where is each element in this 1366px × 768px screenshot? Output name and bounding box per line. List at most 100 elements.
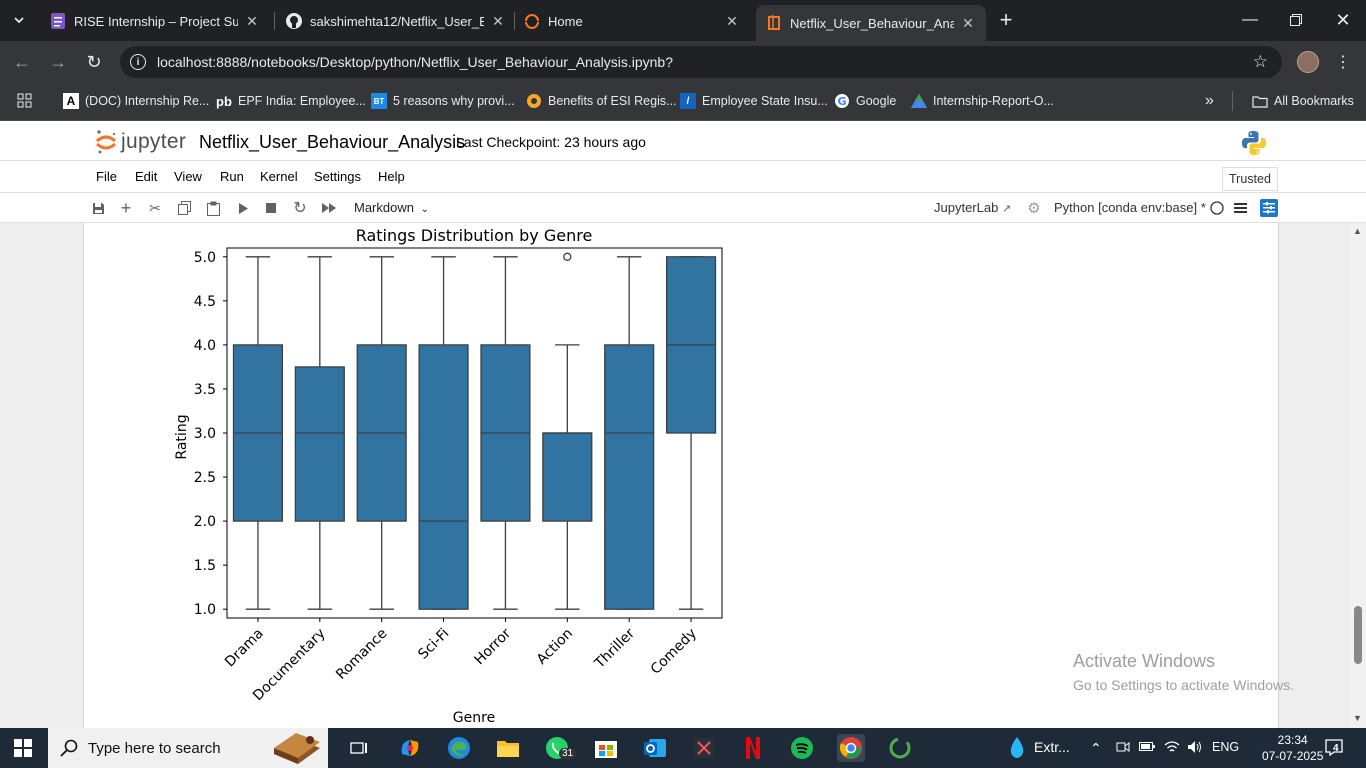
menu-edit[interactable]: Edit — [135, 169, 158, 184]
scrollbar-thumb[interactable] — [1354, 606, 1362, 664]
snipping-tool-icon[interactable] — [690, 734, 718, 762]
save-icon[interactable] — [89, 199, 107, 217]
copy-icon[interactable] — [175, 199, 193, 217]
bookmark-item[interactable]: pb EPF India: Employee... — [216, 91, 366, 111]
property-inspector-icon[interactable] — [1260, 199, 1278, 217]
add-cell-icon[interactable]: + — [120, 197, 132, 218]
google-icon: G — [834, 93, 850, 109]
clock[interactable]: 23:34 07-07-2025 — [1262, 732, 1323, 764]
menu-kernel[interactable]: Kernel — [260, 169, 298, 184]
back-icon[interactable]: ← — [13, 51, 31, 72]
loading-app-icon[interactable] — [886, 734, 914, 762]
debugger-icon[interactable]: ⚙ — [1027, 200, 1041, 217]
close-icon[interactable]: ✕ — [246, 12, 258, 29]
apps-icon[interactable] — [17, 91, 33, 111]
x-tick-label: Comedy — [648, 626, 700, 678]
clock-time: 23:34 — [1277, 733, 1308, 747]
bookmark-item[interactable]: / Employee State Insu... — [680, 91, 828, 111]
menu-view[interactable]: View — [174, 169, 202, 184]
menu-settings[interactable]: Settings — [314, 169, 361, 184]
cut-icon[interactable]: ✂ — [149, 199, 161, 216]
all-bookmarks[interactable]: All Bookmarks — [1252, 91, 1354, 111]
close-icon[interactable]: ✕ — [962, 14, 974, 31]
menu-icon[interactable]: ⋮ — [1335, 54, 1351, 71]
reload-icon[interactable]: ↻ — [86, 51, 102, 72]
volume-icon[interactable] — [1187, 740, 1203, 757]
run-icon[interactable] — [234, 199, 252, 217]
notebook-scrollbar[interactable]: ▲ ▼ — [1350, 223, 1366, 728]
edge-icon[interactable] — [445, 734, 473, 762]
task-view-icon[interactable] — [346, 734, 374, 762]
file-explorer-icon[interactable] — [494, 734, 522, 762]
show-hidden-icons[interactable]: ⌃ — [1090, 740, 1102, 756]
toc-icon[interactable] — [1231, 199, 1249, 217]
bookmark-item[interactable]: A (DOC) Internship Re... — [63, 91, 209, 111]
bookmark-item[interactable]: G Google — [834, 91, 896, 111]
close-icon[interactable]: ✕ — [492, 12, 504, 29]
chrome-icon[interactable] — [837, 734, 865, 762]
new-tab-icon[interactable]: + — [999, 7, 1013, 32]
trusted-indicator[interactable]: Trusted — [1222, 167, 1278, 191]
stop-icon[interactable] — [262, 199, 280, 217]
spotify-icon[interactable] — [788, 734, 816, 762]
taskbar-search-input[interactable]: Type here to search — [48, 728, 328, 768]
tab-github[interactable]: sakshimehta12/Netflix_User_Be ✕ — [280, 6, 512, 36]
restore-icon[interactable] — [1284, 8, 1308, 32]
cell-type-dropdown[interactable]: Markdown ⌄ — [354, 200, 429, 215]
github-icon — [286, 13, 302, 29]
more-bookmarks-icon[interactable]: » — [1205, 92, 1214, 109]
wifi-icon[interactable] — [1164, 740, 1180, 757]
tab-home[interactable]: Home ✕ — [518, 6, 746, 36]
kernel-name[interactable]: Python [conda env:base] * — [1054, 200, 1206, 215]
site-info-icon[interactable]: i — [130, 54, 146, 70]
url-input[interactable]: i localhost:8888/notebooks/Desktop/pytho… — [120, 46, 1282, 78]
water-drop-icon[interactable] — [1003, 734, 1031, 762]
menu-help[interactable]: Help — [378, 169, 405, 184]
tab-netflix-notebook[interactable]: Netflix_User_Behaviour_Analysis ✕ — [756, 5, 986, 41]
jupyter-logo[interactable]: jupyter — [95, 129, 186, 155]
minimize-icon[interactable]: — — [1242, 11, 1258, 28]
fast-forward-icon[interactable] — [320, 199, 338, 217]
tab-rise-internship[interactable]: RISE Internship – Project Submi ✕ — [44, 6, 266, 36]
python-logo-icon — [1240, 129, 1268, 160]
jupyter-logo-text: jupyter — [121, 130, 187, 153]
y-tick-label: 5.0 — [194, 250, 216, 266]
bookmark-item[interactable]: BT 5 reasons why provi... — [371, 91, 515, 111]
close-window-icon[interactable]: ✕ — [1335, 9, 1351, 30]
netflix-icon[interactable] — [739, 734, 767, 762]
whatsapp-icon[interactable]: 31 — [543, 734, 577, 762]
forward-icon[interactable]: → — [49, 51, 67, 72]
menu-file[interactable]: File — [96, 169, 117, 184]
notification-count: 4 — [1333, 743, 1339, 754]
profile-avatar[interactable] — [1297, 51, 1319, 73]
y-axis-label: Rating — [174, 414, 190, 459]
scroll-up-icon[interactable]: ▲ — [1353, 226, 1362, 236]
bookmark-item[interactable]: Benefits of ESI Regis... — [526, 91, 677, 111]
tray-app-label[interactable]: Extr... — [1034, 739, 1070, 755]
battery-icon[interactable] — [1139, 740, 1155, 755]
windows-start-icon[interactable] — [9, 734, 37, 762]
copilot-icon[interactable] — [396, 734, 424, 762]
language-indicator[interactable]: ENG — [1212, 740, 1240, 754]
bookmark-label: Internship-Report-O... — [933, 94, 1054, 108]
watermark-title: Activate Windows — [1073, 651, 1216, 671]
jupyterlab-link[interactable]: JupyterLab ↗ — [934, 200, 1011, 215]
bookmark-item[interactable]: Internship-Report-O... — [911, 91, 1054, 111]
tab-search-button[interactable] — [7, 8, 31, 32]
microsoft-store-icon[interactable] — [592, 734, 620, 762]
menu-run[interactable]: Run — [220, 169, 244, 184]
bookmark-star-icon[interactable]: ☆ — [1252, 52, 1268, 71]
restart-icon[interactable]: ↻ — [293, 200, 307, 217]
tab-title: Home — [548, 13, 583, 29]
external-link-icon: ↗ — [1001, 203, 1012, 215]
outlook-icon[interactable] — [641, 734, 669, 762]
scroll-down-icon[interactable]: ▼ — [1353, 713, 1362, 723]
y-tick-label: 2.0 — [194, 514, 216, 530]
meet-now-icon[interactable] — [1116, 740, 1130, 757]
paste-icon[interactable] — [204, 199, 222, 217]
windows-taskbar: Type here to search 31 Extr... ⌃ — [0, 728, 1366, 768]
close-icon[interactable]: ✕ — [726, 12, 738, 29]
notification-icon[interactable]: 4 — [1324, 738, 1344, 759]
notebook-title[interactable]: Netflix_User_Behaviour_Analysis — [199, 132, 466, 152]
box-action — [542, 432, 593, 522]
